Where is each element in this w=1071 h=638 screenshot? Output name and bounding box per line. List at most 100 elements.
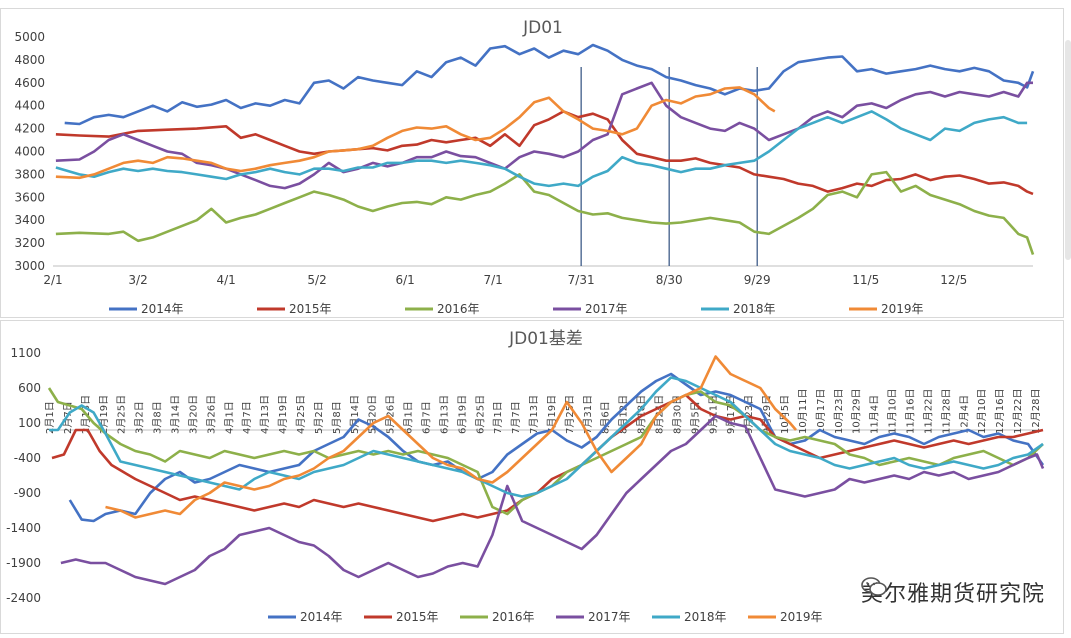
x-tick-label: 12月22日 [1012, 389, 1024, 434]
x-tick-label: 3月14日 [169, 395, 181, 434]
x-tick-label: 10月11日 [797, 389, 809, 434]
price-chart: JD01 3000 3200 3400 3600 3800 4000 4200 4400 4600… [14, 18, 1035, 316]
y-tick-label: 4200 [14, 122, 45, 136]
y-tick-label: -1900 [6, 556, 41, 570]
x-tick-label: 5月26日 [385, 395, 397, 434]
legend-label: 2015年 [289, 302, 332, 316]
y-tick-label: 4400 [14, 99, 45, 113]
x-tick-label: 2月25日 [116, 395, 128, 434]
y-tick-label: 100 [18, 416, 41, 430]
x-tick-label: 6月25日 [474, 395, 486, 434]
legend-label: 2014年 [141, 302, 184, 316]
series-line [55, 86, 776, 180]
legend-label: 2017年 [588, 610, 631, 624]
x-tick-label: 4月25日 [295, 395, 307, 434]
y-tick-label: 3200 [14, 236, 45, 250]
x-tick-label: 12月16日 [994, 389, 1006, 434]
y-tick-label: -400 [14, 451, 41, 465]
x-tick-label: 6月1日 [403, 401, 415, 434]
x-tick-label: 11月4日 [869, 395, 881, 434]
basis-chart: JD01基差 1100 600 100 -400 -900 -1400 -1900 -2400 2… [6, 329, 1045, 624]
y-tick-label: 3800 [14, 167, 45, 181]
x-tick-label: 6/1 [395, 273, 414, 287]
x-tick-label: 11月10日 [887, 389, 899, 434]
x-tick-label: 2/1 [43, 273, 62, 287]
x-tick-label: 12月4日 [958, 395, 970, 434]
wechat-icon [861, 577, 887, 596]
x-tick-label: 8/30 [656, 273, 683, 287]
legend-label: 2019年 [780, 610, 823, 624]
y-tick-label: 600 [18, 381, 41, 395]
y-tick-label: 3000 [14, 259, 45, 273]
y-tick-label: -900 [14, 486, 41, 500]
x-tick-label: 9/29 [744, 273, 771, 287]
series-line [64, 43, 1035, 126]
legend-label: 2016年 [437, 302, 480, 316]
y-tick-label: -2400 [6, 591, 41, 605]
legend-label: 2019年 [881, 302, 924, 316]
legend-label: 2015年 [396, 610, 439, 624]
y-tick-label: 4000 [14, 145, 45, 159]
y-tick-label: 5000 [14, 30, 45, 44]
legend-label: 2016年 [492, 610, 535, 624]
x-tick-label: 4月19日 [277, 395, 289, 434]
x-tick-label: 4/1 [216, 273, 235, 287]
x-tick-label: 4月13日 [259, 395, 271, 434]
x-tick-label: 11/5 [852, 273, 879, 287]
watermark: 美尔雅期货研究院 [861, 576, 1045, 608]
x-tick-label: 2月7日 [62, 401, 74, 434]
legend-label: 2018年 [684, 610, 727, 624]
y-tick-label: 3400 [14, 213, 45, 227]
legend-label: 2014年 [300, 610, 343, 624]
series-line [105, 355, 797, 519]
x-tick-label: 12/5 [940, 273, 967, 287]
x-tick-label: 2月1日 [44, 401, 56, 434]
x-tick-label: 11月22日 [922, 389, 934, 434]
x-tick-label: 3月26日 [205, 395, 217, 434]
watermark-text: 美尔雅期货研究院 [860, 582, 1045, 607]
x-tick-label: 7月13日 [528, 395, 540, 434]
x-tick-label: 6月7日 [420, 401, 432, 434]
x-tick-label: 5月8日 [331, 401, 343, 434]
x-tick-label: 10月5日 [779, 395, 791, 434]
chart-title: JD01 [522, 18, 563, 38]
chart-title: JD01基差 [508, 329, 583, 349]
x-tick-label: 10月17日 [815, 389, 827, 434]
x-tick-label: 6月13日 [438, 395, 450, 434]
x-tick-label: 9月5日 [689, 401, 701, 434]
legend-label: 2017年 [585, 302, 628, 316]
series-line [49, 376, 1044, 498]
x-tick-label: 12月28日 [1030, 389, 1042, 434]
x-tick-label: 7月7日 [510, 401, 522, 434]
x-tick-label: 6月19日 [456, 395, 468, 434]
x-tick-label: 5月2日 [313, 401, 325, 434]
x-tick-label: 4月1日 [223, 401, 235, 434]
y-tick-label: 4800 [14, 53, 45, 67]
x-tick-label: 7/31 [568, 273, 595, 287]
x-tick-label: 10月23日 [833, 389, 845, 434]
x-tick-label: 3/2 [128, 273, 147, 287]
basis-chart-panel: JD01基差 1100 600 100 -400 -900 -1400 -1900 -2400 2… [0, 320, 1064, 634]
x-tick-label: 3月8日 [152, 401, 164, 434]
series-line [60, 414, 1045, 586]
legend-label: 2018年 [733, 302, 776, 316]
x-tick-label: 5/2 [307, 273, 326, 287]
x-tick-label: 7/1 [483, 273, 502, 287]
x-tick-label: 11月28日 [940, 389, 952, 434]
y-tick-label: 4600 [14, 76, 45, 90]
y-tick-label: -1400 [6, 521, 41, 535]
x-tick-label: 8月6日 [600, 401, 612, 434]
x-tick-label: 10月29日 [851, 389, 863, 434]
x-tick-label: 5月14日 [349, 395, 361, 434]
price-chart-panel: JD01 3000 3200 3400 3600 3800 4000 4200 4400 4600… [0, 8, 1064, 318]
y-tick-label: 1100 [10, 346, 41, 360]
x-tick-label: 11月16日 [905, 389, 917, 434]
series-line [55, 110, 1034, 196]
x-tick-label: 3月20日 [187, 395, 199, 434]
x-tick-label: 7月25日 [564, 395, 576, 434]
x-tick-label: 7月31日 [582, 395, 594, 434]
x-tick-label: 8月30日 [671, 395, 683, 434]
vertical-scrollbar[interactable] [1065, 40, 1071, 260]
x-tick-label: 3月2日 [134, 401, 146, 434]
x-tick-label: 12月10日 [976, 389, 988, 434]
